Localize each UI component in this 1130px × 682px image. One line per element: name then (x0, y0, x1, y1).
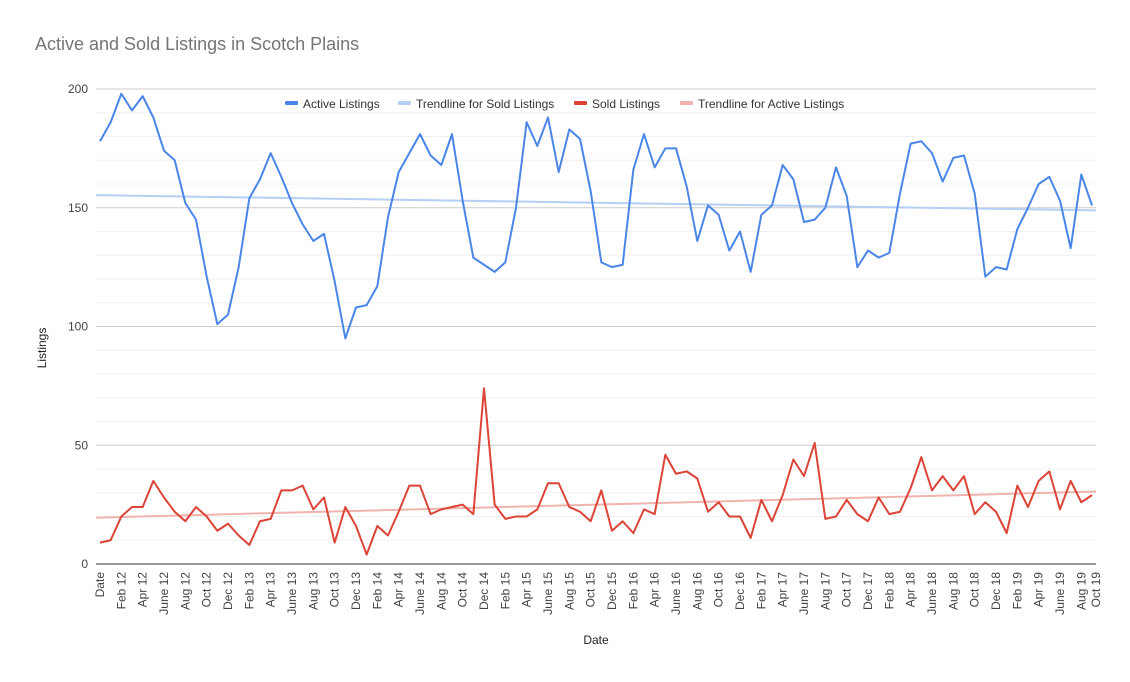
y-tick-label: 0 (81, 557, 88, 571)
legend-label: Active Listings (303, 97, 380, 111)
x-axis-ticks: Date Feb 12 Apr 12 June 12 Aug 12 Oct 12 Dec 1… (93, 572, 1103, 615)
y-tick-label: 150 (68, 201, 88, 215)
x-tick-label: June 17 (797, 572, 811, 615)
x-tick-label: Dec 15 (605, 572, 619, 610)
grid-lines (96, 88, 1096, 541)
x-tick-label: Aug 19 (1074, 572, 1088, 610)
legend-label: Sold Listings (592, 97, 660, 111)
legend-swatch (398, 101, 411, 105)
x-tick-label: Oct 19 (1089, 572, 1103, 608)
x-tick-label: Aug 15 (562, 572, 576, 610)
x-tick-label: Oct 14 (456, 572, 470, 608)
x-tick-label: Apr 18 (904, 572, 918, 608)
x-tick-label: Oct 18 (968, 572, 982, 608)
x-tick-label: Aug 17 (818, 572, 832, 610)
y-tick-label: 100 (68, 320, 88, 334)
x-tick-label: Date (93, 572, 107, 598)
x-tick-label: June 12 (157, 572, 171, 615)
x-tick-label: Dec 14 (477, 572, 491, 610)
x-tick-label: Oct 16 (712, 572, 726, 608)
legend-label: Trendline for Active Listings (698, 97, 844, 111)
x-tick-label: Dec 16 (733, 572, 747, 610)
x-tick-label: Feb 14 (370, 572, 384, 610)
y-axis-label: Listings (35, 328, 49, 369)
x-tick-label: Dec 13 (349, 572, 363, 610)
chart-title: Active and Sold Listings in Scotch Plain… (35, 34, 360, 54)
x-tick-label: Aug 14 (434, 572, 448, 610)
legend-swatch (574, 101, 587, 105)
x-tick-label: June 13 (285, 572, 299, 615)
series-line-active-listings (99, 92, 1093, 340)
series-lines (95, 92, 1097, 556)
x-tick-label: June 19 (1053, 572, 1067, 615)
x-tick-label: Oct 12 (200, 572, 214, 608)
x-tick-label: Feb 19 (1010, 572, 1024, 610)
x-tick-label: Dec 17 (861, 572, 875, 610)
x-tick-label: Dec 12 (221, 572, 235, 610)
x-tick-label: Apr 14 (392, 572, 406, 608)
x-tick-label: Aug 18 (946, 572, 960, 610)
x-tick-label: Apr 19 (1032, 572, 1046, 608)
legend-swatch (285, 101, 298, 105)
y-tick-label: 50 (75, 438, 89, 452)
x-tick-label: Aug 12 (178, 572, 192, 610)
x-tick-label: June 15 (541, 572, 555, 615)
series-line-trendline-for-sold-listings (95, 194, 1097, 212)
legend-label: Trendline for Sold Listings (416, 97, 554, 111)
y-tick-label: 200 (68, 82, 88, 96)
x-tick-label: Oct 13 (328, 572, 342, 608)
series-line-sold-listings (99, 387, 1093, 556)
x-axis-label: Date (583, 633, 609, 647)
x-tick-label: June 14 (413, 572, 427, 615)
x-tick-label: Aug 16 (690, 572, 704, 610)
x-tick-label: Feb 17 (754, 572, 768, 610)
x-tick-label: Feb 15 (498, 572, 512, 610)
x-tick-label: Apr 15 (520, 572, 534, 608)
x-tick-label: Apr 12 (136, 572, 150, 608)
x-tick-label: Feb 16 (626, 572, 640, 610)
x-tick-label: Aug 13 (306, 572, 320, 610)
x-tick-label: Apr 13 (264, 572, 278, 608)
x-tick-label: Apr 17 (776, 572, 790, 608)
x-tick-label: Dec 18 (989, 572, 1003, 610)
legend: Active Listings Trendline for Sold Listin… (285, 97, 844, 111)
x-tick-label: June 18 (925, 572, 939, 615)
x-tick-label: Apr 16 (648, 572, 662, 608)
x-tick-label: June 16 (669, 572, 683, 615)
y-axis-ticks: 0 50 100 150 200 (68, 82, 88, 571)
x-tick-label: Feb 18 (882, 572, 896, 610)
x-tick-label: Oct 17 (840, 572, 854, 608)
x-tick-label: Feb 13 (242, 572, 256, 610)
legend-swatch (680, 101, 693, 105)
x-tick-label: Oct 15 (584, 572, 598, 608)
x-tick-label: Feb 12 (114, 572, 128, 610)
